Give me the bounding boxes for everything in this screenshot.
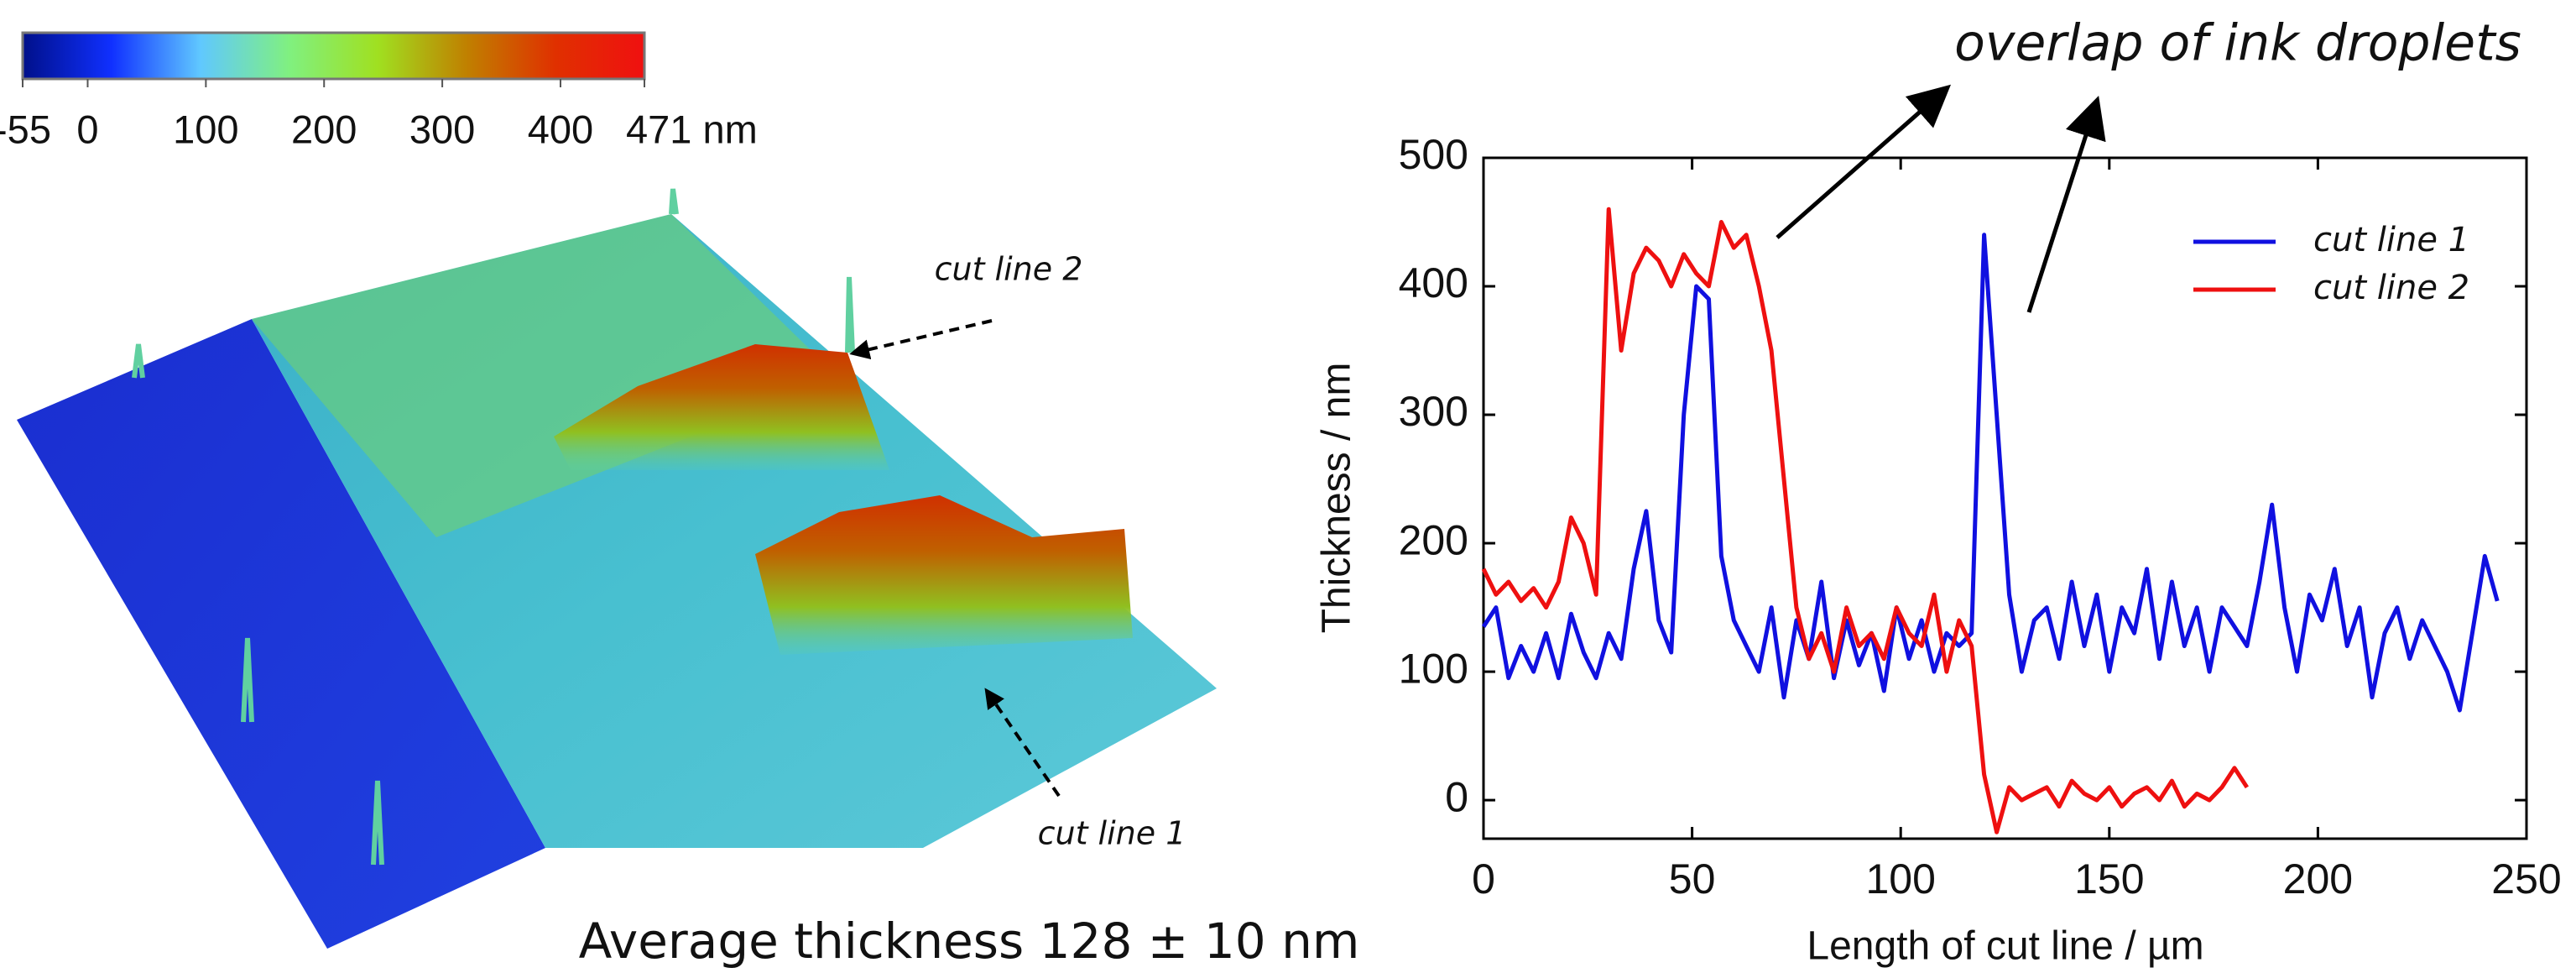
cut-line-1-label: cut line 1 <box>1038 815 1186 852</box>
x-axis-label: Length of cut line / µm <box>1807 924 2203 969</box>
x-tick-label: 50 <box>1669 855 1716 902</box>
cut-line-1-pointer <box>984 688 1061 798</box>
annotation: overlap of ink droplets <box>1954 14 2521 73</box>
surface-plot: cut line 2 cut line 1 Average thickness … <box>17 188 1360 970</box>
legend-label: cut line 1 <box>2313 221 2469 259</box>
droplet-overlap-1 <box>755 495 1133 655</box>
annotation-arrow <box>2026 95 2106 313</box>
x-tick-label: 200 <box>2283 855 2353 902</box>
droplet-overlap-2 <box>554 344 889 470</box>
colorbar-gradient <box>21 31 646 81</box>
colorbar-tick-label: 0 <box>76 107 98 151</box>
legend-label: cut line 2 <box>2313 269 2469 307</box>
colorbar: -55 0 100 200 300 400 471 nm <box>0 31 758 151</box>
x-tick-label: 250 <box>2491 855 2561 902</box>
y-axis-label: Thickness / nm <box>1315 363 1359 634</box>
surface-spikes <box>132 188 855 866</box>
cut-line-2-label: cut line 2 <box>935 251 1083 288</box>
colorbar-tick-label: 200 <box>291 107 357 151</box>
y-tick-label: 300 <box>1399 388 1468 435</box>
surface-film-top <box>252 214 839 537</box>
x-tick-label: 0 <box>1472 855 1495 902</box>
y-tick-label: 400 <box>1399 259 1468 306</box>
y-tick-label: 500 <box>1399 131 1468 178</box>
y-tick-label: 200 <box>1399 516 1468 563</box>
surface-caption: Average thickness 128 ± 10 nm <box>579 913 1360 970</box>
y-tick-label: 100 <box>1399 645 1468 692</box>
y-tick-label: 0 <box>1445 773 1468 820</box>
series-line <box>1481 233 2500 713</box>
colorbar-tick-label: 471 nm <box>626 107 758 151</box>
colorbar-tick-label: -55 <box>0 107 51 151</box>
x-tick-label: 150 <box>2074 855 2144 902</box>
annotation-arrow <box>1776 84 1952 239</box>
series-line <box>1481 207 2249 834</box>
colorbar-tick-label: 400 <box>528 107 593 151</box>
plot-frame <box>1482 156 2528 840</box>
cut-line-2-pointer <box>849 319 993 360</box>
surface-base <box>17 319 545 949</box>
x-tick-label: 100 <box>1865 855 1935 902</box>
colorbar-tick-label: 100 <box>173 107 238 151</box>
colorbar-tick-label: 300 <box>409 107 475 151</box>
